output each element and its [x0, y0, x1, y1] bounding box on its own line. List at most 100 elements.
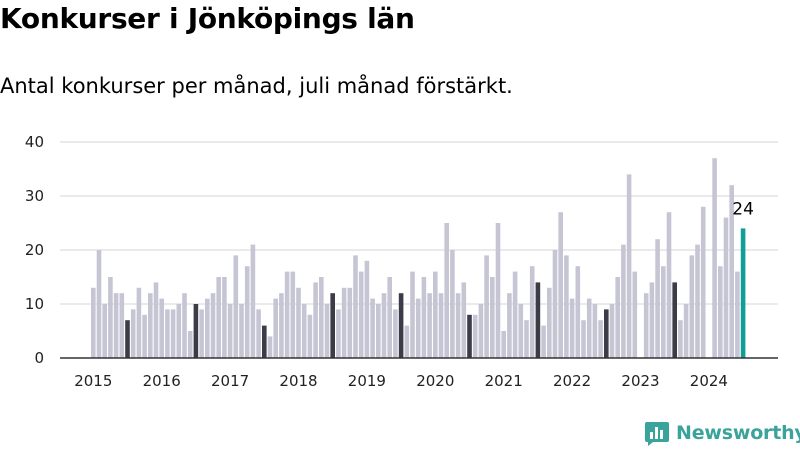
- x-tick-label: 2020: [416, 372, 454, 390]
- bar: [159, 298, 164, 358]
- bar: [643, 293, 649, 358]
- bar: [592, 304, 598, 358]
- bar: [148, 293, 153, 358]
- bar: [370, 298, 375, 358]
- bar: [244, 266, 250, 358]
- bar: [284, 271, 290, 358]
- bar: [672, 282, 677, 358]
- bar: [678, 320, 683, 358]
- bar: [626, 174, 632, 358]
- bar: [649, 282, 655, 358]
- bar: [689, 255, 695, 358]
- bar: [262, 325, 267, 358]
- bar: [125, 320, 130, 358]
- bar: [735, 271, 740, 358]
- bar: [227, 304, 233, 358]
- bar: [700, 206, 706, 358]
- bar: [182, 293, 187, 358]
- bar-value-label: 24: [732, 199, 754, 219]
- bar: [484, 255, 489, 358]
- bar: [210, 293, 216, 358]
- bar: [193, 304, 199, 358]
- bar: [336, 309, 341, 358]
- bar: [552, 250, 558, 358]
- bar: [387, 277, 392, 358]
- bar: [233, 255, 239, 358]
- x-tick-label: 2024: [690, 372, 728, 390]
- bar: [187, 331, 193, 358]
- bar: [683, 304, 689, 358]
- bar: [307, 314, 313, 358]
- bar: [398, 293, 404, 358]
- bar: [598, 320, 603, 358]
- bar: [575, 266, 581, 358]
- bar: [376, 304, 381, 358]
- bar: [239, 304, 244, 358]
- bar: [222, 277, 227, 358]
- bar: [313, 282, 318, 358]
- bar: [267, 336, 273, 358]
- newsworthy-logo: Newsworthy: [644, 420, 800, 446]
- bar: [518, 304, 524, 358]
- bar: [353, 255, 358, 358]
- bar: [564, 255, 569, 358]
- bar: [341, 287, 347, 358]
- bar: [581, 320, 586, 358]
- bar: [381, 293, 387, 358]
- bar: [655, 239, 660, 358]
- bar: [541, 325, 546, 358]
- bar: [301, 304, 307, 358]
- bar: [136, 287, 142, 358]
- y-tick-label: 30: [25, 187, 44, 205]
- bar: [410, 271, 415, 358]
- x-tick-label: 2015: [74, 372, 112, 390]
- bar: [330, 293, 335, 358]
- chart-title: Konkurser i Jönköpings län: [0, 2, 415, 35]
- brand-name: Newsworthy: [676, 422, 800, 444]
- bar: [512, 271, 518, 358]
- bar: [130, 309, 136, 358]
- bar: [712, 158, 717, 358]
- bar: [199, 309, 204, 358]
- bar: [495, 223, 501, 358]
- bar: [421, 277, 427, 358]
- bar: [740, 228, 746, 358]
- bar: [524, 320, 529, 358]
- bar: [529, 266, 535, 358]
- y-tick-label: 40: [25, 133, 44, 151]
- bar: [478, 304, 484, 358]
- bar: [358, 271, 364, 358]
- bar: [108, 277, 113, 358]
- bar: [176, 304, 182, 358]
- bar: [273, 298, 278, 358]
- bar-chart-logo-icon: [645, 422, 669, 446]
- bar: [290, 271, 296, 358]
- bar: [142, 314, 147, 358]
- bar: [547, 287, 552, 358]
- bar: [364, 260, 370, 358]
- bar: [347, 287, 353, 358]
- bar: [535, 282, 541, 358]
- bar: [91, 287, 96, 358]
- x-tick-label: 2022: [553, 372, 591, 390]
- bar: [729, 185, 734, 358]
- bar: [250, 244, 256, 358]
- x-tick-label: 2016: [143, 372, 181, 390]
- bar: [427, 293, 432, 358]
- bar: [113, 293, 119, 358]
- bar: [501, 331, 506, 358]
- bar: [661, 266, 666, 358]
- bar: [438, 293, 444, 358]
- x-tick-label: 2018: [279, 372, 317, 390]
- bar: [119, 293, 125, 358]
- bar: [256, 309, 261, 358]
- bar: [216, 277, 221, 358]
- bar: [558, 212, 563, 358]
- x-tick-label: 2019: [348, 372, 386, 390]
- y-tick-label: 10: [25, 295, 44, 313]
- bar: [170, 309, 176, 358]
- bar: [621, 244, 626, 358]
- bar: [718, 266, 723, 358]
- bar: [723, 217, 729, 358]
